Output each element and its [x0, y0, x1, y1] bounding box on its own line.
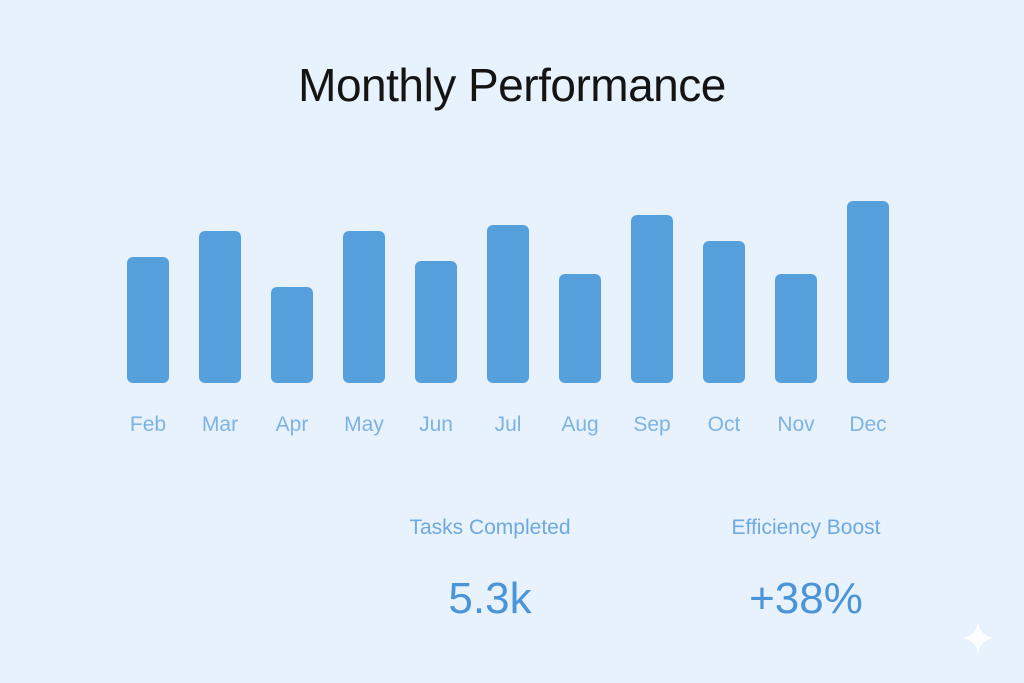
- x-tick-label: Jun: [419, 413, 453, 436]
- bar-nov: [775, 274, 817, 383]
- x-tick-label: Apr: [276, 413, 309, 436]
- stat-value: 5.3k: [448, 574, 532, 623]
- bar-oct: [703, 241, 745, 383]
- stat-label: Efficiency Boost: [731, 516, 881, 539]
- stat-value: +38%: [749, 574, 863, 623]
- x-tick-label: Nov: [777, 413, 815, 436]
- bar-may: [343, 231, 385, 383]
- x-tick-label: Feb: [130, 413, 166, 436]
- x-tick-label: Jul: [495, 413, 522, 436]
- bar-jul: [487, 225, 529, 383]
- stat-efficiency-boost: Efficiency Boost +38%: [696, 516, 916, 624]
- stat-label: Tasks Completed: [409, 516, 571, 539]
- bar-sep: [631, 215, 673, 383]
- bar-dec: [847, 201, 889, 383]
- chart-title: Monthly Performance: [298, 59, 726, 111]
- bar-chart: Feb Mar Apr May Jun Jul Aug Sep Oct Nov Dec: [127, 201, 889, 436]
- bar-feb: [127, 257, 169, 383]
- x-tick-label: May: [344, 413, 384, 436]
- sparkle-icon: [962, 622, 994, 654]
- x-tick-label: Sep: [633, 413, 670, 436]
- stat-tasks-completed: Tasks Completed 5.3k: [380, 516, 600, 624]
- x-tick-label: Oct: [708, 413, 741, 436]
- x-tick-label: Aug: [561, 413, 598, 436]
- bar-jun: [415, 261, 457, 383]
- bar-apr: [271, 287, 313, 383]
- x-tick-label: Dec: [849, 413, 886, 436]
- x-tick-label: Mar: [202, 413, 238, 436]
- bar-aug: [559, 274, 601, 383]
- bar-mar: [199, 231, 241, 383]
